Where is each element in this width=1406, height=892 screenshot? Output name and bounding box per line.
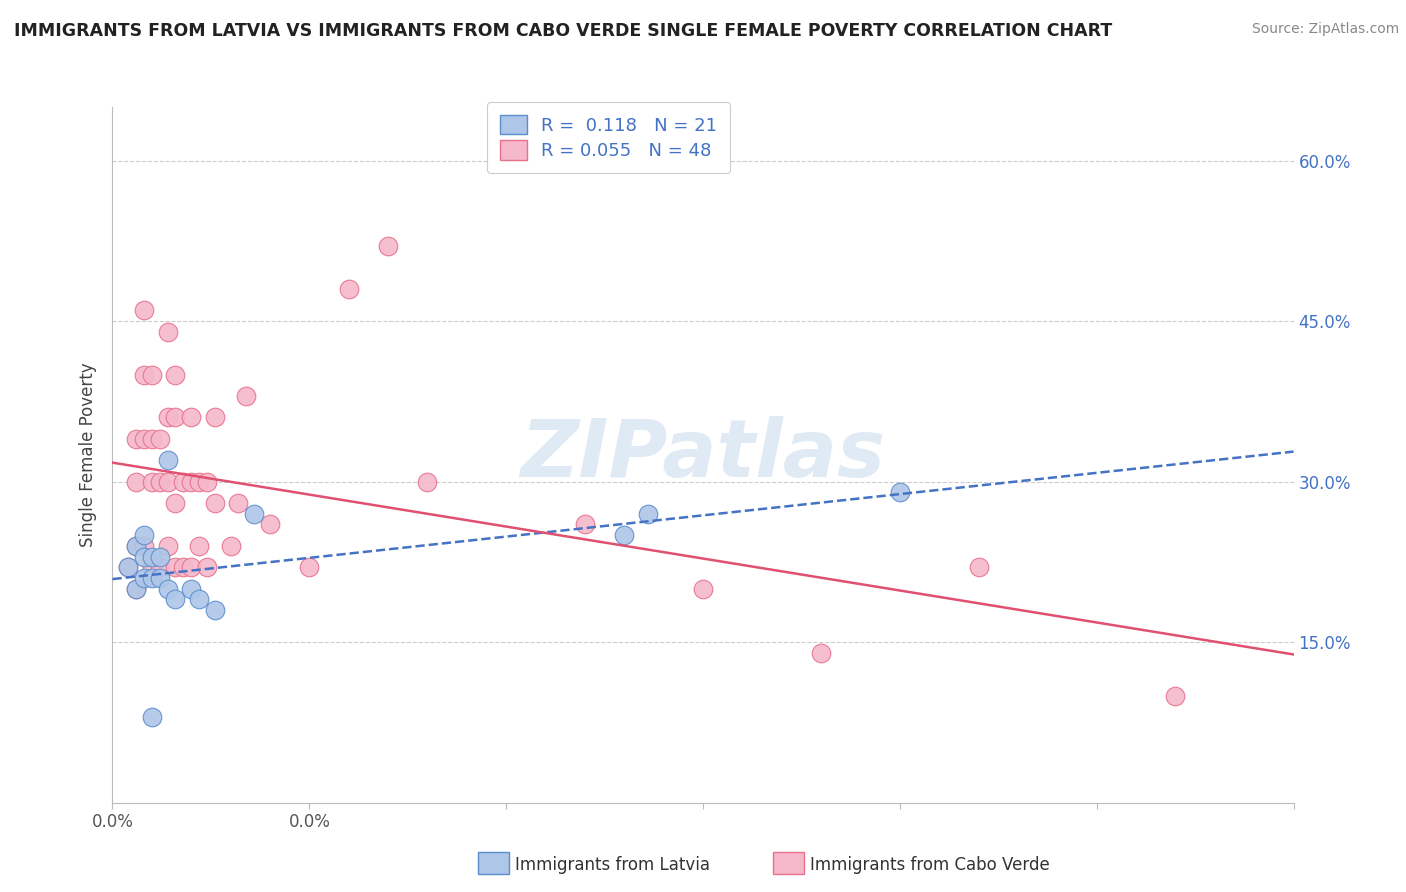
- Point: [172, 560, 194, 574]
- Point: [165, 496, 187, 510]
- Point: [377, 239, 399, 253]
- Point: [132, 368, 155, 382]
- Point: [1164, 689, 1187, 703]
- Point: [125, 539, 148, 553]
- Point: [810, 646, 832, 660]
- Point: [125, 475, 148, 489]
- Point: [165, 592, 187, 607]
- Point: [188, 539, 211, 553]
- Point: [574, 517, 596, 532]
- Point: [188, 592, 211, 607]
- Point: [204, 603, 226, 617]
- Point: [149, 549, 172, 564]
- Point: [228, 496, 250, 510]
- Point: [243, 507, 266, 521]
- Point: [125, 582, 148, 596]
- Point: [141, 710, 163, 724]
- Text: ZIPatlas: ZIPatlas: [520, 416, 886, 494]
- Text: Source: ZipAtlas.com: Source: ZipAtlas.com: [1251, 22, 1399, 37]
- Point: [156, 453, 179, 467]
- Point: [132, 303, 155, 318]
- Point: [125, 582, 148, 596]
- Point: [180, 410, 202, 425]
- Point: [204, 410, 226, 425]
- Point: [337, 282, 360, 296]
- Point: [219, 539, 242, 553]
- Point: [188, 475, 211, 489]
- Point: [180, 560, 202, 574]
- Point: [149, 560, 172, 574]
- Point: [156, 325, 179, 339]
- Point: [141, 432, 163, 446]
- Point: [125, 432, 148, 446]
- Y-axis label: Single Female Poverty: Single Female Poverty: [79, 363, 97, 547]
- Point: [117, 560, 139, 574]
- Point: [889, 485, 911, 500]
- Point: [149, 475, 172, 489]
- Point: [141, 549, 163, 564]
- Point: [156, 475, 179, 489]
- Point: [141, 571, 163, 585]
- Point: [132, 571, 155, 585]
- Point: [132, 432, 155, 446]
- Point: [172, 475, 194, 489]
- Point: [416, 475, 439, 489]
- Point: [125, 539, 148, 553]
- Point: [967, 560, 990, 574]
- Point: [298, 560, 321, 574]
- Point: [195, 560, 218, 574]
- Point: [259, 517, 281, 532]
- Point: [132, 549, 155, 564]
- Point: [204, 496, 226, 510]
- Point: [637, 507, 659, 521]
- Point: [692, 582, 714, 596]
- Point: [165, 410, 187, 425]
- Point: [132, 539, 155, 553]
- Point: [195, 475, 218, 489]
- Point: [132, 528, 155, 542]
- Point: [180, 582, 202, 596]
- Point: [141, 368, 163, 382]
- Text: IMMIGRANTS FROM LATVIA VS IMMIGRANTS FROM CABO VERDE SINGLE FEMALE POVERTY CORRE: IMMIGRANTS FROM LATVIA VS IMMIGRANTS FRO…: [14, 22, 1112, 40]
- Text: Immigrants from Latvia: Immigrants from Latvia: [515, 856, 710, 874]
- Point: [141, 475, 163, 489]
- Point: [165, 560, 187, 574]
- Point: [613, 528, 636, 542]
- Point: [156, 410, 179, 425]
- Point: [149, 571, 172, 585]
- Text: Immigrants from Cabo Verde: Immigrants from Cabo Verde: [810, 856, 1050, 874]
- Point: [180, 475, 202, 489]
- Point: [165, 368, 187, 382]
- Point: [149, 432, 172, 446]
- Point: [156, 539, 179, 553]
- Point: [156, 582, 179, 596]
- Point: [235, 389, 257, 403]
- Point: [141, 560, 163, 574]
- Legend: R =  0.118   N = 21, R = 0.055   N = 48: R = 0.118 N = 21, R = 0.055 N = 48: [486, 103, 730, 173]
- Point: [117, 560, 139, 574]
